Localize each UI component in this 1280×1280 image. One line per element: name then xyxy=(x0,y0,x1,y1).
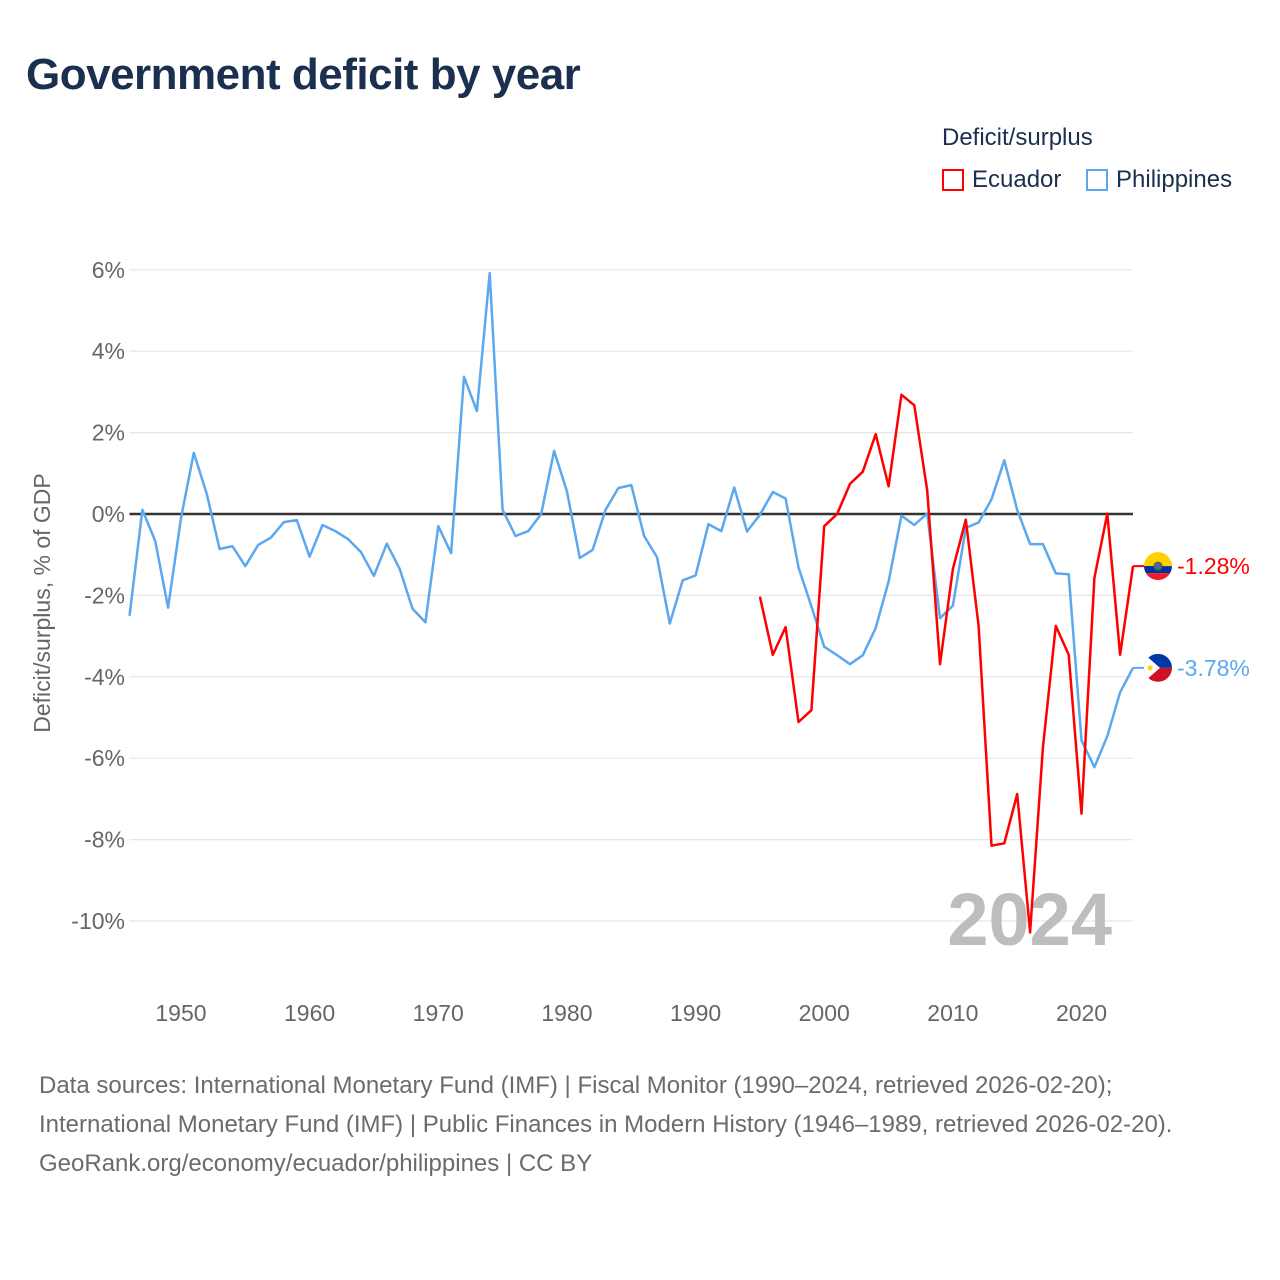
x-tick-label: 2010 xyxy=(927,1000,978,1026)
y-tick-label: -10% xyxy=(71,908,125,934)
x-tick-label: 1960 xyxy=(284,1000,335,1026)
y-axis-label: Deficit/surplus, % of GDP xyxy=(29,473,55,732)
x-tick-label: 1990 xyxy=(670,1000,721,1026)
flag-emblem xyxy=(1153,561,1163,571)
series-line-ecuador xyxy=(758,393,1135,934)
y-tick-label: 0% xyxy=(92,501,125,527)
y-tick-label: 2% xyxy=(92,420,125,446)
footer: Data sources: International Monetary Fun… xyxy=(39,1066,1239,1183)
x-tick-label: 1980 xyxy=(541,1000,592,1026)
credit-link[interactable]: GeoRank.org/economy/ecuador/philippines … xyxy=(39,1150,593,1177)
legend-item-philippines[interactable]: Philippines xyxy=(1086,166,1232,194)
flag-body xyxy=(1144,552,1172,581)
chart-title: Government deficit by year xyxy=(26,50,581,99)
flag-red xyxy=(1144,573,1172,581)
end-value-label: -1.28% xyxy=(1177,553,1250,579)
flag-yellow xyxy=(1144,552,1172,567)
ecuador-flag-icon xyxy=(1144,552,1172,581)
data-sources: Data sources: International Monetary Fun… xyxy=(39,1072,1173,1138)
flag-body xyxy=(1144,653,1172,682)
y-tick-label: -8% xyxy=(84,827,125,853)
x-tick-label: 2020 xyxy=(1056,1000,1107,1026)
y-tick-label: -6% xyxy=(84,745,125,771)
x-tick-label: 2000 xyxy=(799,1000,850,1026)
y-tick-label: 6% xyxy=(92,257,125,283)
legend-swatch-ecuador xyxy=(942,169,964,191)
end-value-label: -3.78% xyxy=(1177,655,1250,681)
y-tick-label: -2% xyxy=(84,582,125,608)
y-tick-label: -4% xyxy=(84,664,125,690)
flag-sun xyxy=(1147,665,1153,671)
legend-item-ecuador[interactable]: Ecuador xyxy=(942,166,1061,194)
legend-title: Deficit/surplus xyxy=(942,124,1093,151)
philippines-flag-icon xyxy=(1144,653,1172,682)
legend-label: Philippines xyxy=(1116,166,1233,193)
legend-label: Ecuador xyxy=(972,166,1062,193)
x-tick-label: 1970 xyxy=(413,1000,464,1026)
x-tick-label: 1950 xyxy=(155,1000,206,1026)
legend-swatch-philippines xyxy=(1086,169,1108,191)
y-tick-label: 4% xyxy=(92,338,125,364)
